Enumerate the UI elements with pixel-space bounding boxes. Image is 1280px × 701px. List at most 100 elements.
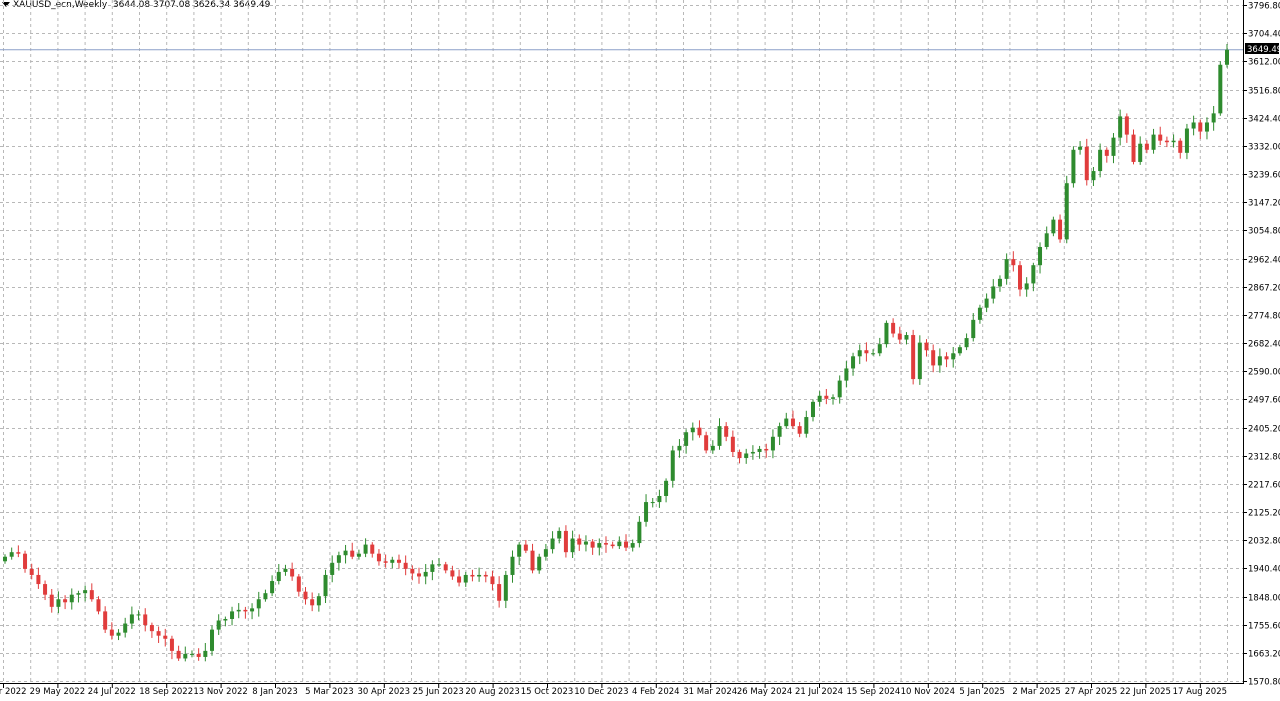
candle-body xyxy=(730,436,735,452)
candle-body xyxy=(944,356,949,360)
candle-body xyxy=(410,568,415,574)
candle-body xyxy=(1171,140,1176,143)
candle-body xyxy=(1017,265,1022,290)
candle-body xyxy=(570,538,575,553)
candle-body xyxy=(784,418,789,427)
candle-body xyxy=(717,426,722,446)
candle-body xyxy=(917,342,922,380)
candle-body xyxy=(163,635,168,639)
candle-body xyxy=(1164,140,1169,143)
candle-body xyxy=(1031,265,1036,284)
candle-body xyxy=(89,590,94,600)
candle-body xyxy=(1204,122,1209,132)
candle-body xyxy=(857,350,862,357)
price-badge: 3649.49 xyxy=(1245,43,1280,55)
candle-body xyxy=(777,426,782,437)
candle-body xyxy=(356,553,361,557)
candle-body xyxy=(851,356,856,369)
candle-body xyxy=(1011,259,1016,266)
x-tick-label: 30 Apr 2023 xyxy=(358,687,411,697)
x-tick-label: 10 Nov 2024 xyxy=(901,687,955,697)
candle-body xyxy=(376,553,381,562)
candle-body xyxy=(650,502,655,504)
candle-body xyxy=(189,653,194,655)
candle-body xyxy=(437,564,442,566)
candle-body xyxy=(490,576,495,585)
candle-body xyxy=(590,541,595,548)
candle-body xyxy=(677,445,682,451)
x-tick-label: 5 Jan 2025 xyxy=(959,687,1005,697)
candle-body xyxy=(230,611,235,619)
candle-body xyxy=(23,553,28,569)
candle-body xyxy=(997,278,1002,287)
candle-body xyxy=(76,593,81,595)
candle-body xyxy=(29,568,34,575)
candle-body xyxy=(790,418,795,427)
candle-body xyxy=(804,417,809,434)
candle-body xyxy=(3,556,7,562)
candle-body xyxy=(203,650,208,657)
x-tick-label: 5 Mar 2023 xyxy=(305,687,353,697)
candle-body xyxy=(1225,49,1229,65)
candle-body xyxy=(937,356,942,366)
candle-body xyxy=(1151,134,1156,150)
candle-body xyxy=(737,451,742,459)
y-tick-label: 1755.60 xyxy=(1248,622,1280,632)
candle-body xyxy=(797,426,802,434)
candle-body xyxy=(276,571,281,582)
candle-body xyxy=(270,581,275,594)
candle-body xyxy=(1004,259,1009,279)
candle-body xyxy=(123,623,128,633)
candle-body xyxy=(1084,146,1089,181)
candle-body xyxy=(316,596,321,606)
candle-body xyxy=(350,550,355,557)
candle-body xyxy=(16,552,21,554)
candle-body xyxy=(383,561,388,563)
y-tick-label: 2590.00 xyxy=(1248,368,1280,378)
candles xyxy=(3,44,1229,662)
candle-body xyxy=(951,353,956,360)
candle-body xyxy=(296,576,301,592)
candle-body xyxy=(1198,122,1203,132)
candle-body xyxy=(56,599,61,607)
candle-body xyxy=(9,552,14,557)
candle-body xyxy=(503,574,508,601)
candle-body xyxy=(290,568,295,577)
x-tick-label: 2 Mar 2025 xyxy=(1012,687,1060,697)
candle-body xyxy=(577,538,582,545)
candle-body xyxy=(844,368,849,381)
candle-body xyxy=(1178,140,1183,153)
dropdown-triangle-icon[interactable] xyxy=(2,2,10,7)
price-badge-box xyxy=(1245,43,1279,54)
grid-lines xyxy=(0,0,1243,683)
x-tick-label: 29 May 2022 xyxy=(30,687,85,697)
candle-body xyxy=(931,350,936,366)
y-tick-label: 3612.00 xyxy=(1248,58,1280,68)
axes xyxy=(0,0,1244,684)
x-tick-label: 13 Nov 2022 xyxy=(193,687,247,697)
y-tick-label: 3332.00 xyxy=(1248,143,1280,153)
ohlc-values: 3644.08 3707.08 3626.34 3649.49 xyxy=(112,0,271,10)
y-tick-label: 2774.80 xyxy=(1248,312,1280,322)
x-tick-label: 24 Jul 2022 xyxy=(88,687,136,697)
candle-body xyxy=(563,530,568,553)
candle-body xyxy=(603,543,608,545)
candle-body xyxy=(1038,246,1043,266)
candle-body xyxy=(256,599,261,609)
y-tick-label: 2032.80 xyxy=(1248,537,1280,547)
x-tick-label: 10 Dec 2023 xyxy=(574,687,628,697)
y-tick-label: 2125.20 xyxy=(1248,509,1280,519)
x-tick-label: 20 Aug 2023 xyxy=(465,687,519,697)
candle-body xyxy=(1098,149,1103,172)
candle-body xyxy=(136,614,141,616)
y-tick-label: 2497.60 xyxy=(1248,396,1280,406)
y-tick-label: 2217.60 xyxy=(1248,481,1280,491)
y-tick-label: 3147.20 xyxy=(1248,199,1280,209)
candle-body xyxy=(630,543,635,548)
candle-body xyxy=(1144,143,1149,150)
candle-body xyxy=(169,638,174,651)
candle-body xyxy=(483,574,488,577)
candle-body xyxy=(957,347,962,354)
candle-body xyxy=(96,599,101,612)
